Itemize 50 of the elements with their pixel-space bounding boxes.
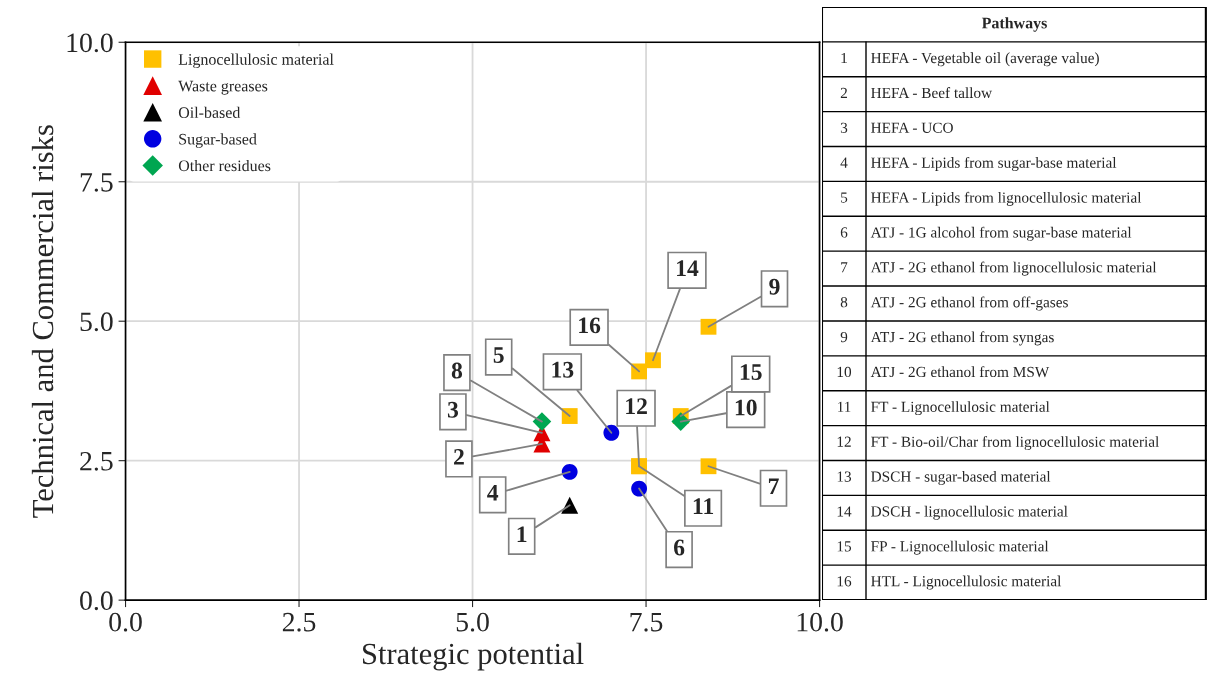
- text: Pathways: [981, 17, 1047, 32]
- text: 11 FT - Lignocellulosic material: [837, 401, 1050, 416]
- annotation: 15: [740, 364, 762, 380]
- legend-label: Waste greases: [178, 80, 268, 95]
- x-tick-label: 0.0: [109, 612, 142, 632]
- y-tick-label: 10.0: [67, 33, 113, 53]
- annotation: 2: [454, 448, 464, 465]
- x-tick-label: 7.5: [630, 613, 663, 632]
- y-tick-label: 2.5: [80, 451, 113, 471]
- x-tick-label: 2.5: [282, 612, 316, 632]
- text: 14 DSCH - lignocellulosic material: [837, 505, 1068, 520]
- y-tick-label: 0.0: [80, 591, 113, 611]
- annotation: 5: [493, 347, 504, 363]
- legend-label: Lignocellulosic material: [178, 53, 334, 69]
- legend-label: Other residues: [178, 159, 271, 172]
- text: 16 HTL - Lignocellulosic material: [837, 575, 1062, 590]
- annotation: 10: [735, 399, 757, 416]
- annotation: 3: [447, 401, 459, 418]
- x-tick-label: 10.0: [797, 612, 843, 632]
- y-tick-label: 7.5: [80, 173, 113, 192]
- annotation: 14: [677, 260, 699, 276]
- legend-label: Sugar-based: [179, 133, 257, 148]
- text: 9 ATJ - 2G ethanol from syngas: [840, 331, 1054, 346]
- annotation: 4: [487, 484, 499, 501]
- x-tick-label: 5.0: [456, 612, 489, 632]
- annotation: 7: [768, 478, 779, 494]
- text: 13 DSCH - sugar-based material: [837, 470, 1051, 485]
- text: 5 HEFA - Lipids from lignocellulosic material: [841, 191, 1142, 206]
- text: 4 HEFA - Lipids from sugar-base material: [840, 156, 1117, 171]
- text: 2 HEFA - Beef tallow: [840, 87, 993, 99]
- annotation: 1: [517, 526, 527, 542]
- y-axis-title: Technical and Commercial risks: [31, 125, 54, 518]
- text: 6 ATJ - 1G alcohol from sugar-base material: [840, 226, 1132, 241]
- annotation: 8: [451, 362, 463, 379]
- y-tick-label: 5.0: [80, 312, 113, 332]
- annotation: 16: [579, 317, 601, 334]
- text: 12 FT - Bio-oil/Char from lignocellulosic material: [837, 436, 1159, 451]
- annotation: 13: [552, 361, 574, 378]
- annotation: 9: [769, 278, 780, 295]
- text: 1 HEFA - Vegetable oil (average value): [841, 52, 1099, 67]
- text: 15 FP - Lignocellulosic material: [837, 540, 1049, 555]
- annotation: 6: [674, 539, 685, 556]
- text: 3 HEFA - UCO: [840, 122, 953, 133]
- text: 7 ATJ - 2G ethanol from lignocellulosic material: [841, 261, 1157, 276]
- legend-label: Oil-based: [178, 106, 241, 118]
- text: 10 ATJ - 2G ethanol from MSW: [837, 366, 1050, 378]
- text: 8 ATJ - 2G ethanol from off-gases: [840, 296, 1068, 311]
- annotation: 11: [693, 498, 714, 514]
- x-axis-title: Strategic potential: [363, 642, 584, 671]
- annotation: 12: [626, 398, 647, 414]
